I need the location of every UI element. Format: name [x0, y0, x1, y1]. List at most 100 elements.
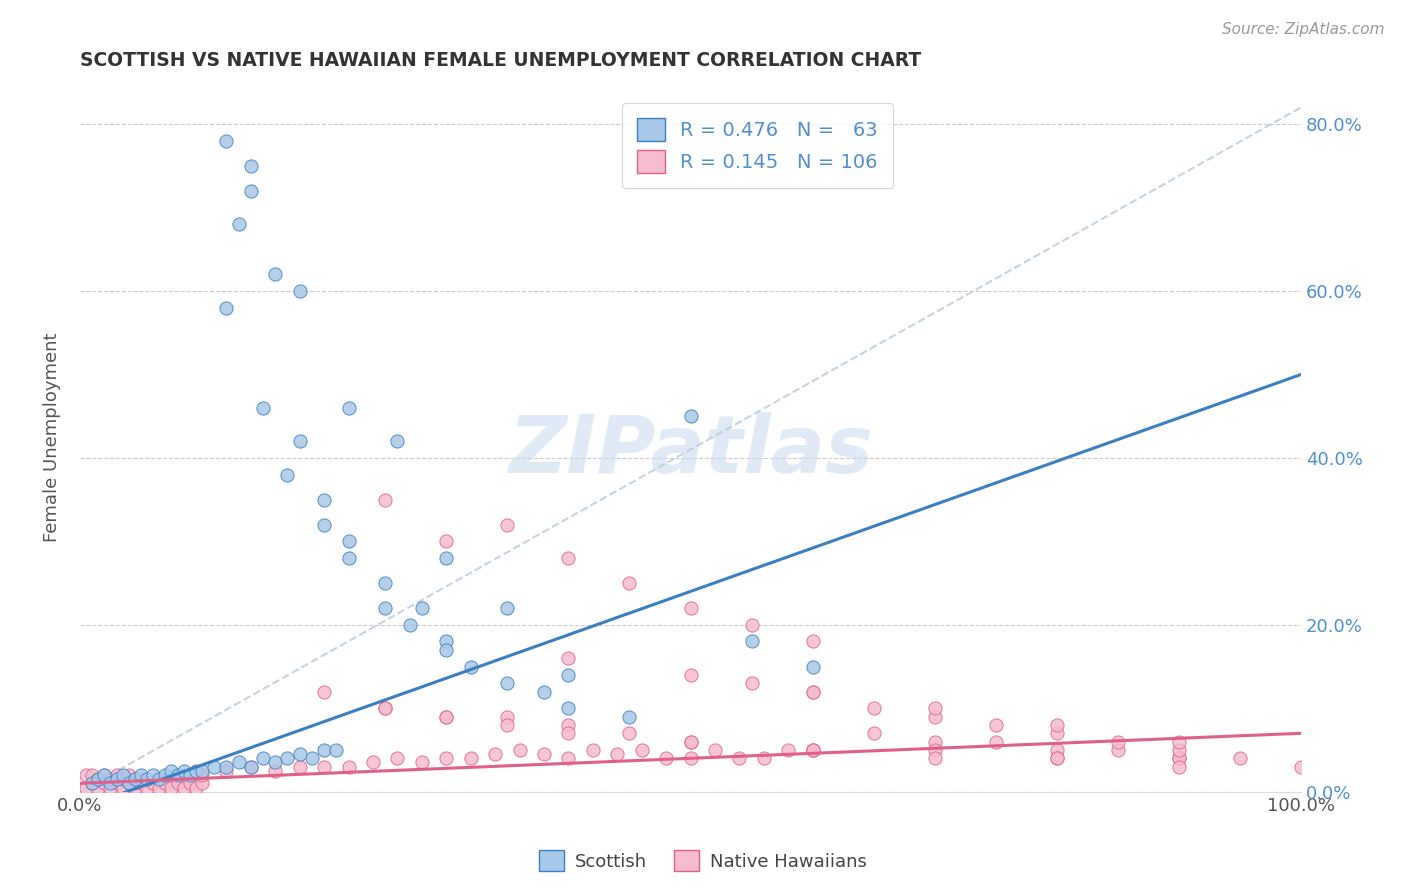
Point	[1168, 751, 1191, 765]
Point	[87, 780, 110, 795]
Point	[301, 751, 323, 765]
Point	[100, 780, 122, 795]
Point	[752, 751, 775, 765]
Point	[100, 776, 122, 790]
Point	[314, 492, 336, 507]
Point	[411, 756, 433, 770]
Point	[374, 576, 396, 591]
Point	[337, 534, 360, 549]
Point	[630, 743, 652, 757]
Point	[801, 634, 824, 648]
Point	[325, 743, 347, 757]
Point	[202, 759, 225, 773]
Point	[496, 676, 519, 690]
Point	[184, 780, 207, 795]
Point	[142, 776, 165, 790]
Point	[160, 764, 183, 778]
Point	[264, 764, 287, 778]
Point	[129, 776, 152, 790]
Point	[191, 776, 214, 790]
Point	[142, 768, 165, 782]
Point	[166, 768, 188, 782]
Point	[80, 776, 103, 790]
Point	[288, 284, 311, 298]
Point	[741, 676, 763, 690]
Point	[87, 772, 110, 787]
Point	[387, 751, 409, 765]
Point	[862, 701, 884, 715]
Point	[728, 751, 751, 765]
Point	[924, 751, 946, 765]
Point	[288, 747, 311, 761]
Point	[239, 184, 262, 198]
Point	[557, 751, 579, 765]
Point	[557, 726, 579, 740]
Point	[582, 743, 605, 757]
Point	[741, 617, 763, 632]
Point	[215, 764, 238, 778]
Point	[215, 301, 238, 315]
Point	[1046, 751, 1069, 765]
Point	[679, 668, 702, 682]
Point	[984, 734, 1007, 748]
Point	[288, 434, 311, 449]
Point	[100, 772, 122, 787]
Point	[655, 751, 678, 765]
Point	[398, 617, 420, 632]
Point	[496, 601, 519, 615]
Point	[411, 601, 433, 615]
Point	[679, 734, 702, 748]
Point	[337, 401, 360, 415]
Point	[118, 776, 141, 790]
Legend: Scottish, Native Hawaiians: Scottish, Native Hawaiians	[531, 843, 875, 879]
Point	[173, 780, 195, 795]
Point	[679, 601, 702, 615]
Point	[557, 701, 579, 715]
Point	[924, 709, 946, 723]
Point	[337, 759, 360, 773]
Point	[460, 659, 482, 673]
Point	[337, 551, 360, 566]
Point	[155, 768, 177, 782]
Point	[679, 409, 702, 424]
Point	[148, 772, 170, 787]
Point	[434, 551, 457, 566]
Point	[703, 743, 725, 757]
Point	[1107, 734, 1129, 748]
Point	[801, 743, 824, 757]
Point	[1046, 751, 1069, 765]
Point	[276, 467, 298, 482]
Point	[801, 743, 824, 757]
Point	[619, 576, 641, 591]
Point	[155, 776, 177, 790]
Point	[264, 756, 287, 770]
Point	[124, 772, 146, 787]
Point	[374, 601, 396, 615]
Text: ZIPatlas: ZIPatlas	[508, 412, 873, 491]
Point	[105, 776, 128, 790]
Point	[166, 776, 188, 790]
Point	[111, 772, 134, 787]
Point	[105, 772, 128, 787]
Point	[118, 776, 141, 790]
Legend: R = 0.476   N =   63, R = 0.145   N = 106: R = 0.476 N = 63, R = 0.145 N = 106	[621, 103, 893, 188]
Point	[179, 768, 201, 782]
Point	[434, 643, 457, 657]
Point	[314, 517, 336, 532]
Point	[105, 768, 128, 782]
Point	[173, 764, 195, 778]
Point	[160, 780, 183, 795]
Point	[184, 764, 207, 778]
Point	[75, 780, 97, 795]
Point	[136, 780, 159, 795]
Text: SCOTTISH VS NATIVE HAWAIIAN FEMALE UNEMPLOYMENT CORRELATION CHART: SCOTTISH VS NATIVE HAWAIIAN FEMALE UNEMP…	[80, 51, 921, 70]
Point	[93, 776, 115, 790]
Point	[374, 492, 396, 507]
Point	[741, 634, 763, 648]
Point	[239, 159, 262, 173]
Point	[434, 534, 457, 549]
Point	[1229, 751, 1251, 765]
Point	[679, 734, 702, 748]
Point	[314, 684, 336, 698]
Point	[484, 747, 506, 761]
